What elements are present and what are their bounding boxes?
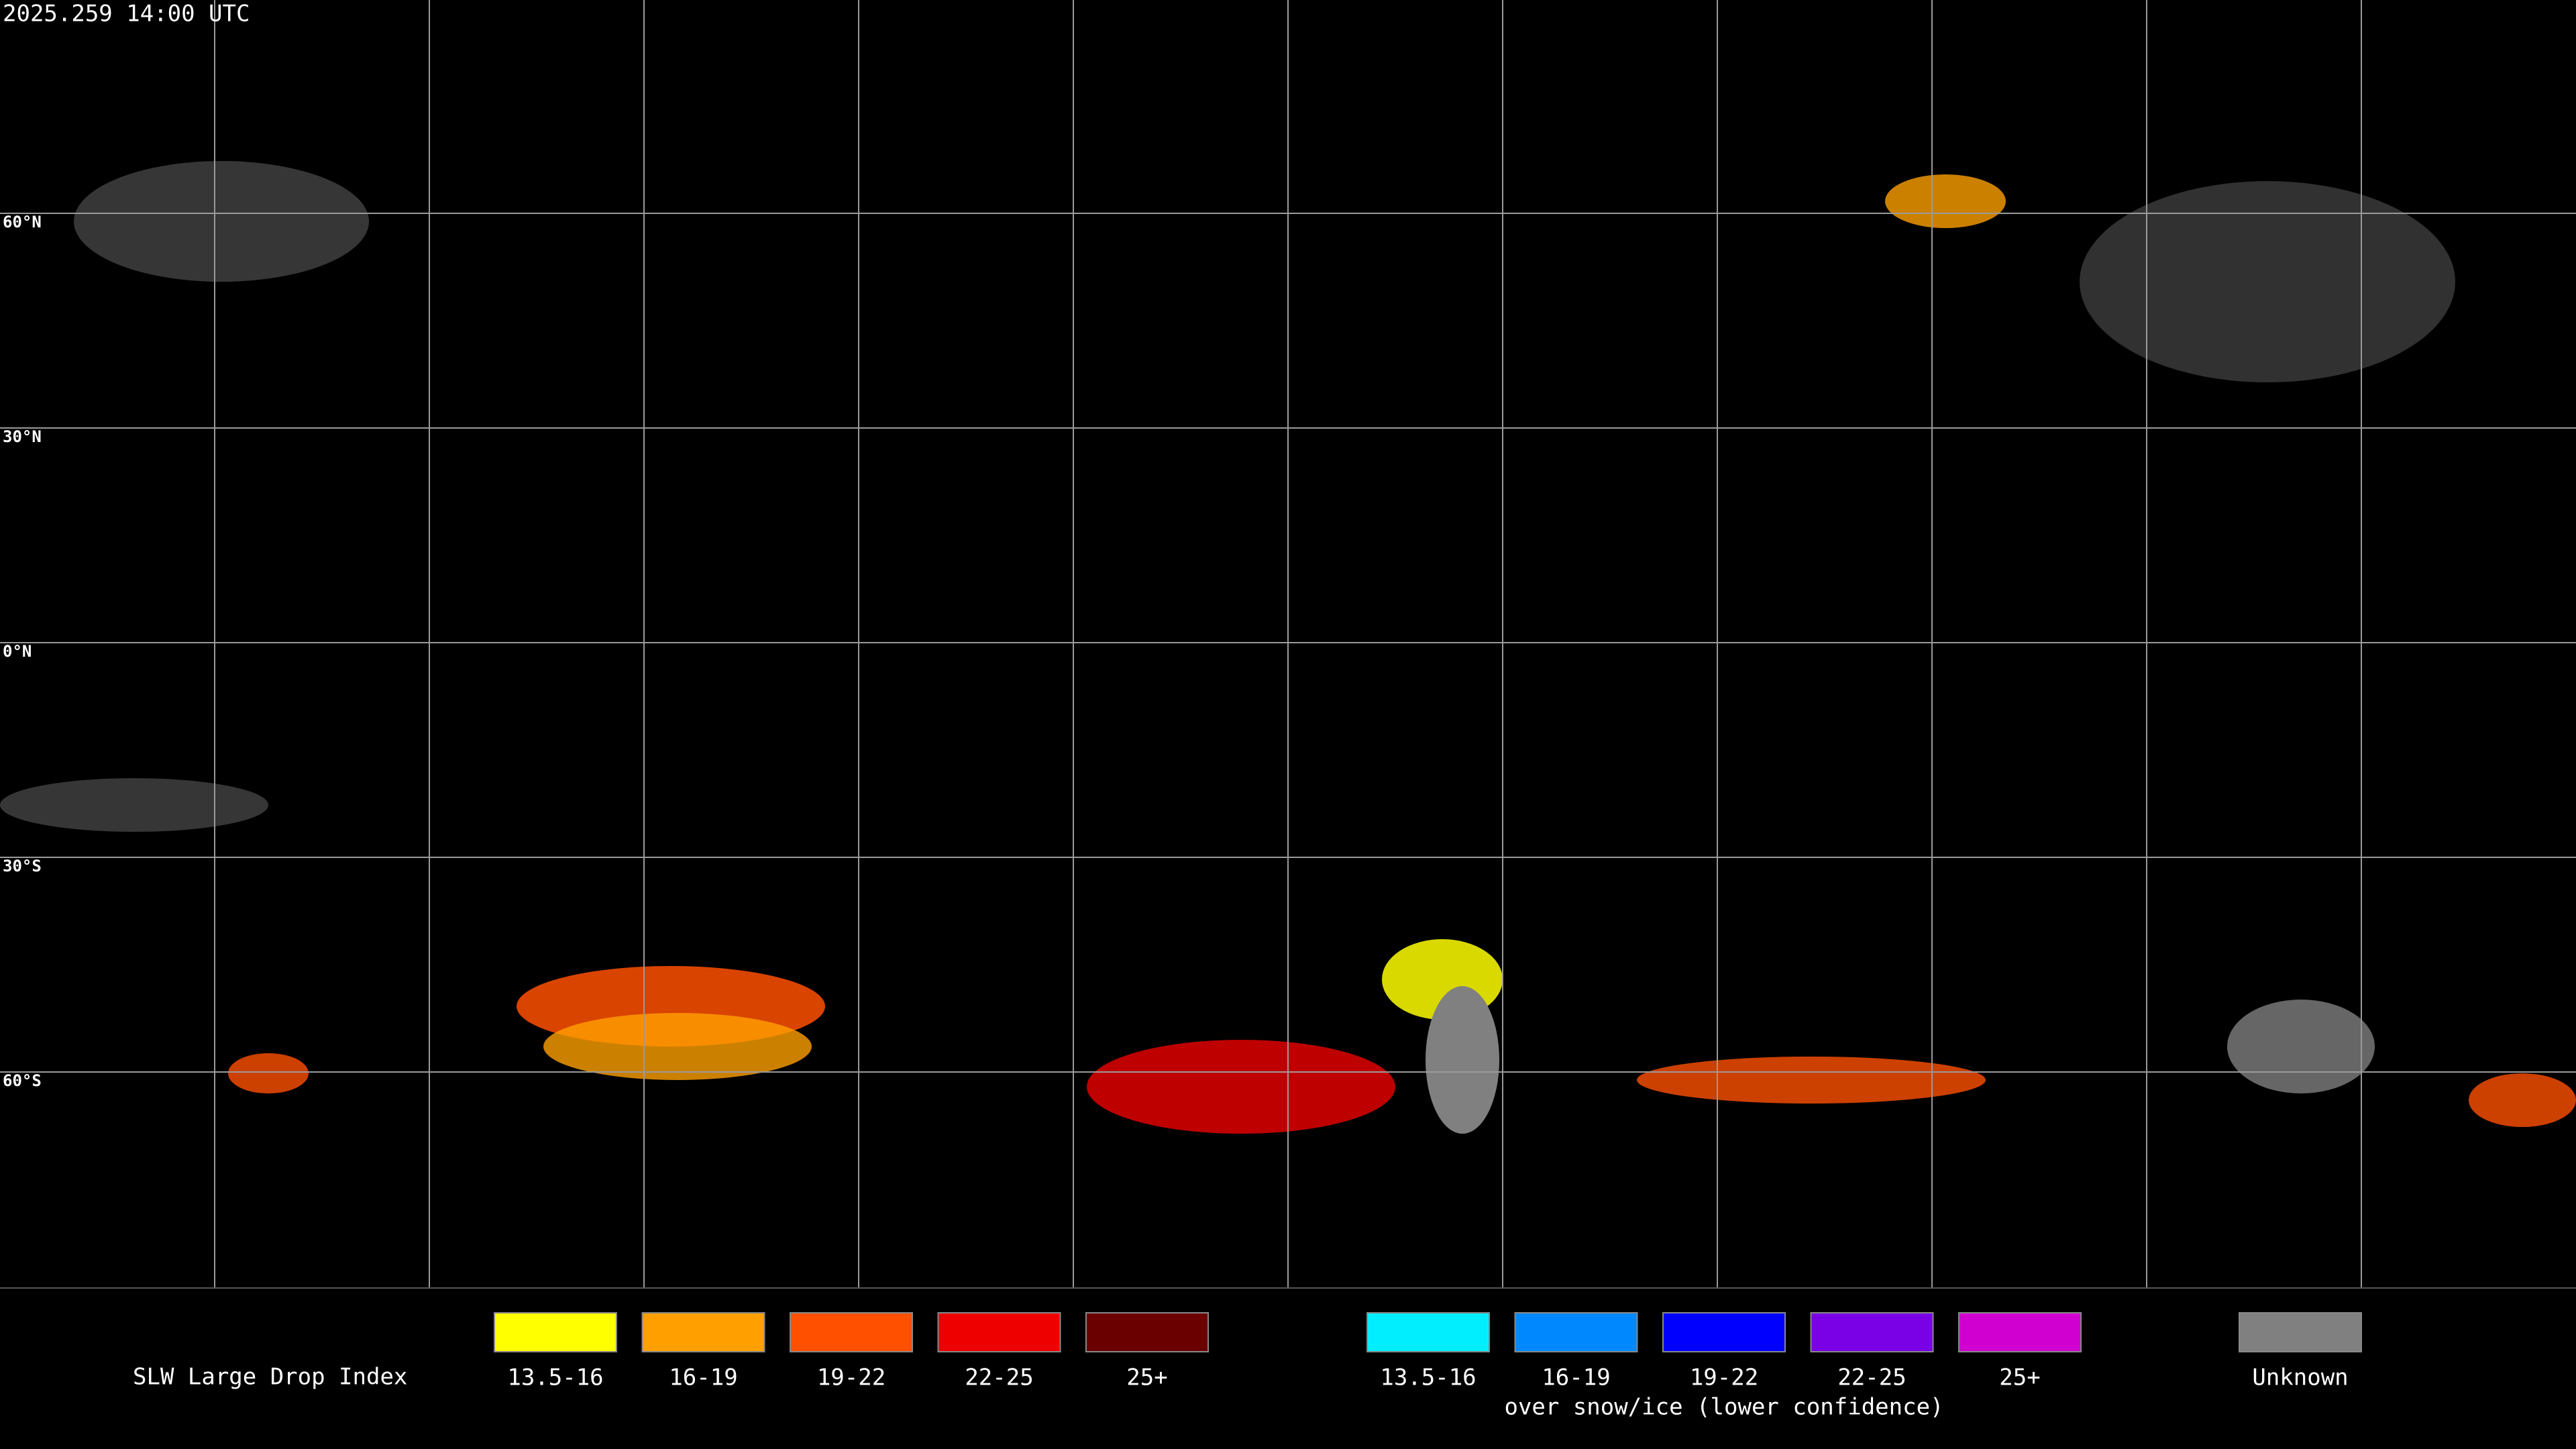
cloud-patch <box>1885 174 2006 228</box>
legend-title: SLW Large Drop Index <box>133 1364 407 1391</box>
cloud-patch <box>2469 1073 2576 1127</box>
legend-swatch <box>1085 1312 1209 1352</box>
legend-label: 22-25 <box>965 1364 1033 1391</box>
cloud-patch <box>1637 1057 1986 1104</box>
legend-label: 19-22 <box>817 1364 885 1391</box>
cloud-patch <box>74 161 369 282</box>
legend-swatch <box>1958 1312 2082 1352</box>
latitude-label: 60°N <box>3 213 42 231</box>
latitude-label: 30°N <box>3 427 42 446</box>
timestamp: 2025.259 14:00 UTC <box>3 1 250 28</box>
legend-swatch <box>790 1312 913 1352</box>
cloud-patch <box>543 1013 812 1080</box>
legend-swatch <box>1662 1312 1786 1352</box>
legend-swatch <box>1810 1312 1934 1352</box>
legend-swatch <box>494 1312 617 1352</box>
legend-label: 19-22 <box>1690 1364 1758 1391</box>
legend-swatch <box>1514 1312 1638 1352</box>
legend-panel <box>0 1288 2576 1449</box>
legend-swatch <box>937 1312 1061 1352</box>
legend: SLW Large Drop Index 13.5-16 16-19 19-22 22… <box>133 1312 2362 1421</box>
legend-swatch <box>2239 1312 2362 1352</box>
cloud-patch <box>2227 1000 2375 1093</box>
latitude-label: 60°S <box>3 1071 42 1090</box>
legend-swatch <box>641 1312 765 1352</box>
legend-caption: over snow/ice (lower confidence) <box>1504 1394 1943 1421</box>
cloud-patch <box>1087 1040 1395 1134</box>
cloud-patch <box>228 1053 309 1093</box>
legend-label: 22-25 <box>1837 1364 1906 1391</box>
latitude-label: 30°S <box>3 857 42 875</box>
legend-label: 13.5-16 <box>1380 1364 1476 1391</box>
legend-label: 13.5-16 <box>507 1364 603 1391</box>
cloud-patch <box>2080 181 2455 382</box>
legend-label: 25+ <box>1126 1364 1167 1391</box>
graticule <box>0 0 2576 1288</box>
cloud-patch <box>1426 986 1499 1134</box>
latitude-labels: 60°N 30°N 0°N 30°S 60°S <box>3 213 42 1090</box>
legend-label: 25+ <box>1999 1364 2040 1391</box>
latitude-label: 0°N <box>3 642 32 661</box>
legend-swatch <box>1366 1312 1490 1352</box>
legend-label: 16-19 <box>1542 1364 1610 1391</box>
legend-label: 16-19 <box>669 1364 737 1391</box>
legend-label: Unknown <box>2252 1364 2348 1391</box>
cloud-patch <box>0 778 268 832</box>
